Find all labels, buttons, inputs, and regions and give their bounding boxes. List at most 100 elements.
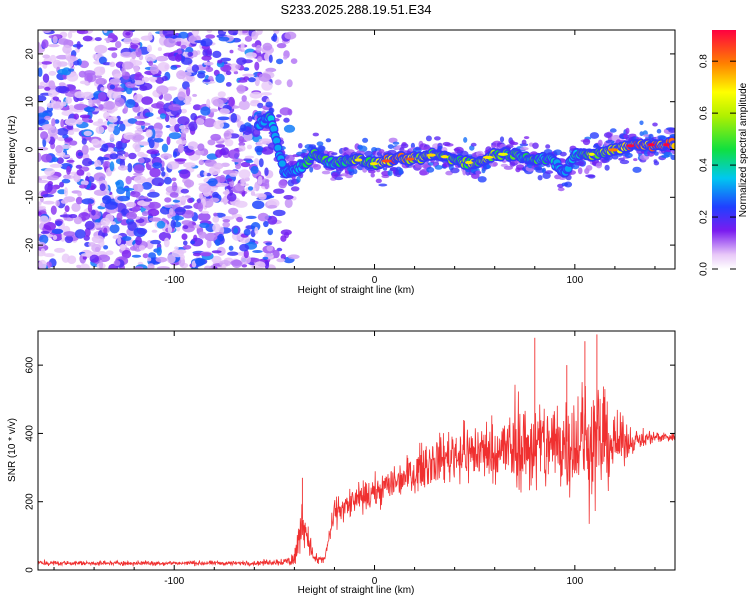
- noise-blob: [226, 178, 233, 182]
- ridge-halo-blob: [367, 169, 376, 174]
- noise-blob: [141, 211, 149, 217]
- noise-blob: [267, 215, 278, 225]
- noise-blob: [136, 196, 149, 200]
- ridge-halo-blob: [463, 137, 468, 143]
- ridge-halo-blob: [375, 178, 382, 184]
- ridge-halo-blob: [537, 175, 543, 181]
- noise-blob: [38, 205, 46, 210]
- noise-blob: [67, 31, 73, 39]
- noise-blob: [206, 98, 211, 109]
- noise-blob: [199, 222, 210, 228]
- noise-blob: [128, 152, 137, 160]
- noise-blob: [61, 178, 71, 184]
- snr-x-tick-label: -100: [164, 576, 184, 587]
- noise-blob: [217, 233, 225, 242]
- spectrogram-y-tick-label: -10: [25, 190, 36, 205]
- noise-blob: [280, 253, 286, 260]
- noise-blob: [206, 30, 213, 34]
- noise-blob: [274, 79, 282, 86]
- noise-blob: [75, 164, 83, 169]
- noise-blob: [177, 143, 184, 154]
- noise-blob: [47, 44, 60, 48]
- noise-blob: [167, 225, 173, 234]
- noise-blob: [99, 183, 106, 191]
- noise-blob: [164, 204, 174, 208]
- ridge-halo-blob: [426, 166, 435, 173]
- noise-blob: [54, 247, 66, 253]
- noise-blob: [197, 143, 205, 151]
- snr-y-tick-label: 600: [25, 356, 36, 373]
- noise-blob: [272, 209, 286, 217]
- noise-blob: [142, 253, 149, 259]
- noise-blob: [198, 231, 207, 239]
- noise-blob: [161, 75, 168, 82]
- snr-panel: -100 0 100 0 200 400 600 Height of straight l…: [7, 330, 676, 596]
- noise-blob: [267, 204, 278, 209]
- ridge-halo-blob: [509, 161, 516, 167]
- noise-blob: [212, 191, 219, 198]
- noise-blob: [197, 202, 204, 212]
- ridge-peak-spot: [426, 153, 436, 157]
- noise-blob: [181, 233, 188, 240]
- noise-blob: [151, 103, 164, 109]
- noise-blob: [280, 229, 292, 236]
- noise-blob: [131, 37, 141, 44]
- noise-blob: [131, 254, 142, 258]
- ridge-halo-blob: [358, 145, 368, 153]
- noise-blob: [149, 217, 162, 222]
- noise-blob: [156, 247, 162, 256]
- spectrogram-y-tick-label: -20: [25, 237, 36, 252]
- noise-blob: [91, 209, 96, 216]
- colorbar-ticks: 0.0 0.2 0.4 0.6 0.8: [699, 54, 736, 276]
- noise-blob: [168, 132, 182, 140]
- noise-blob: [120, 51, 134, 58]
- noise-blob: [203, 118, 217, 128]
- noise-blob: [223, 132, 230, 137]
- noise-blob: [221, 216, 235, 221]
- spectrogram-xlabel: Height of straight line (km): [298, 285, 415, 296]
- noise-blob: [276, 43, 287, 49]
- noise-blob: [51, 118, 56, 127]
- ridge-halo-blob: [582, 138, 591, 146]
- noise-blob: [102, 195, 112, 205]
- noise-blob: [254, 76, 260, 87]
- noise-blob: [119, 156, 127, 160]
- noise-blob: [232, 32, 238, 36]
- noise-blob: [199, 252, 212, 257]
- noise-blob: [98, 104, 104, 111]
- ridge-peak-spot: [406, 157, 415, 161]
- noise-blob: [72, 128, 80, 132]
- noise-blob: [82, 256, 87, 260]
- noise-blob: [243, 67, 250, 71]
- noise-blob: [174, 206, 186, 216]
- noise-blob: [64, 235, 74, 244]
- ridge-halo-blob: [316, 141, 324, 147]
- noise-blob: [147, 263, 155, 269]
- noise-blob: [46, 102, 54, 109]
- noise-blob: [65, 91, 78, 97]
- noise-blob: [262, 42, 273, 51]
- noise-blob: [171, 181, 178, 192]
- ridge-halo-blob: [312, 132, 319, 137]
- noise-blob: [158, 182, 163, 187]
- noise-blob: [209, 197, 220, 203]
- ridge-halo-blob: [654, 151, 659, 156]
- noise-blob: [212, 223, 221, 233]
- noise-blob: [44, 167, 56, 176]
- noise-blob: [236, 57, 247, 65]
- ridge-halo-blob: [577, 167, 583, 175]
- noise-blob: [40, 248, 46, 255]
- noise-blob: [111, 221, 116, 226]
- noise-blob: [141, 96, 153, 105]
- noise-blob: [133, 172, 143, 176]
- noise-blob: [211, 255, 222, 264]
- noise-blob: [199, 170, 206, 178]
- noise-blob: [166, 136, 171, 146]
- noise-blob: [101, 232, 108, 237]
- ridge-halo-blob: [470, 142, 477, 147]
- noise-blob: [222, 219, 231, 223]
- noise-blob: [283, 195, 294, 200]
- noise-blob: [60, 199, 69, 204]
- noise-blob: [191, 30, 200, 37]
- noise-blob: [130, 44, 139, 49]
